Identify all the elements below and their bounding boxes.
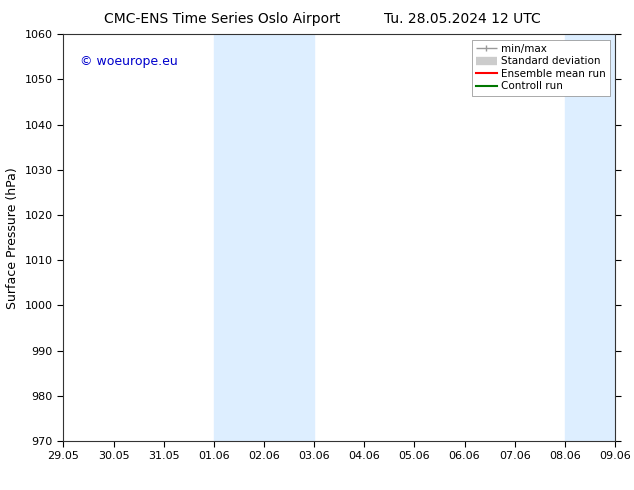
Legend: min/max, Standard deviation, Ensemble mean run, Controll run: min/max, Standard deviation, Ensemble me…: [472, 40, 610, 96]
Y-axis label: Surface Pressure (hPa): Surface Pressure (hPa): [6, 167, 19, 309]
Text: CMC-ENS Time Series Oslo Airport: CMC-ENS Time Series Oslo Airport: [104, 12, 340, 26]
Bar: [214, 34, 314, 441]
Text: Tu. 28.05.2024 12 UTC: Tu. 28.05.2024 12 UTC: [384, 12, 541, 26]
Text: © woeurope.eu: © woeurope.eu: [80, 54, 178, 68]
Bar: [565, 34, 615, 441]
